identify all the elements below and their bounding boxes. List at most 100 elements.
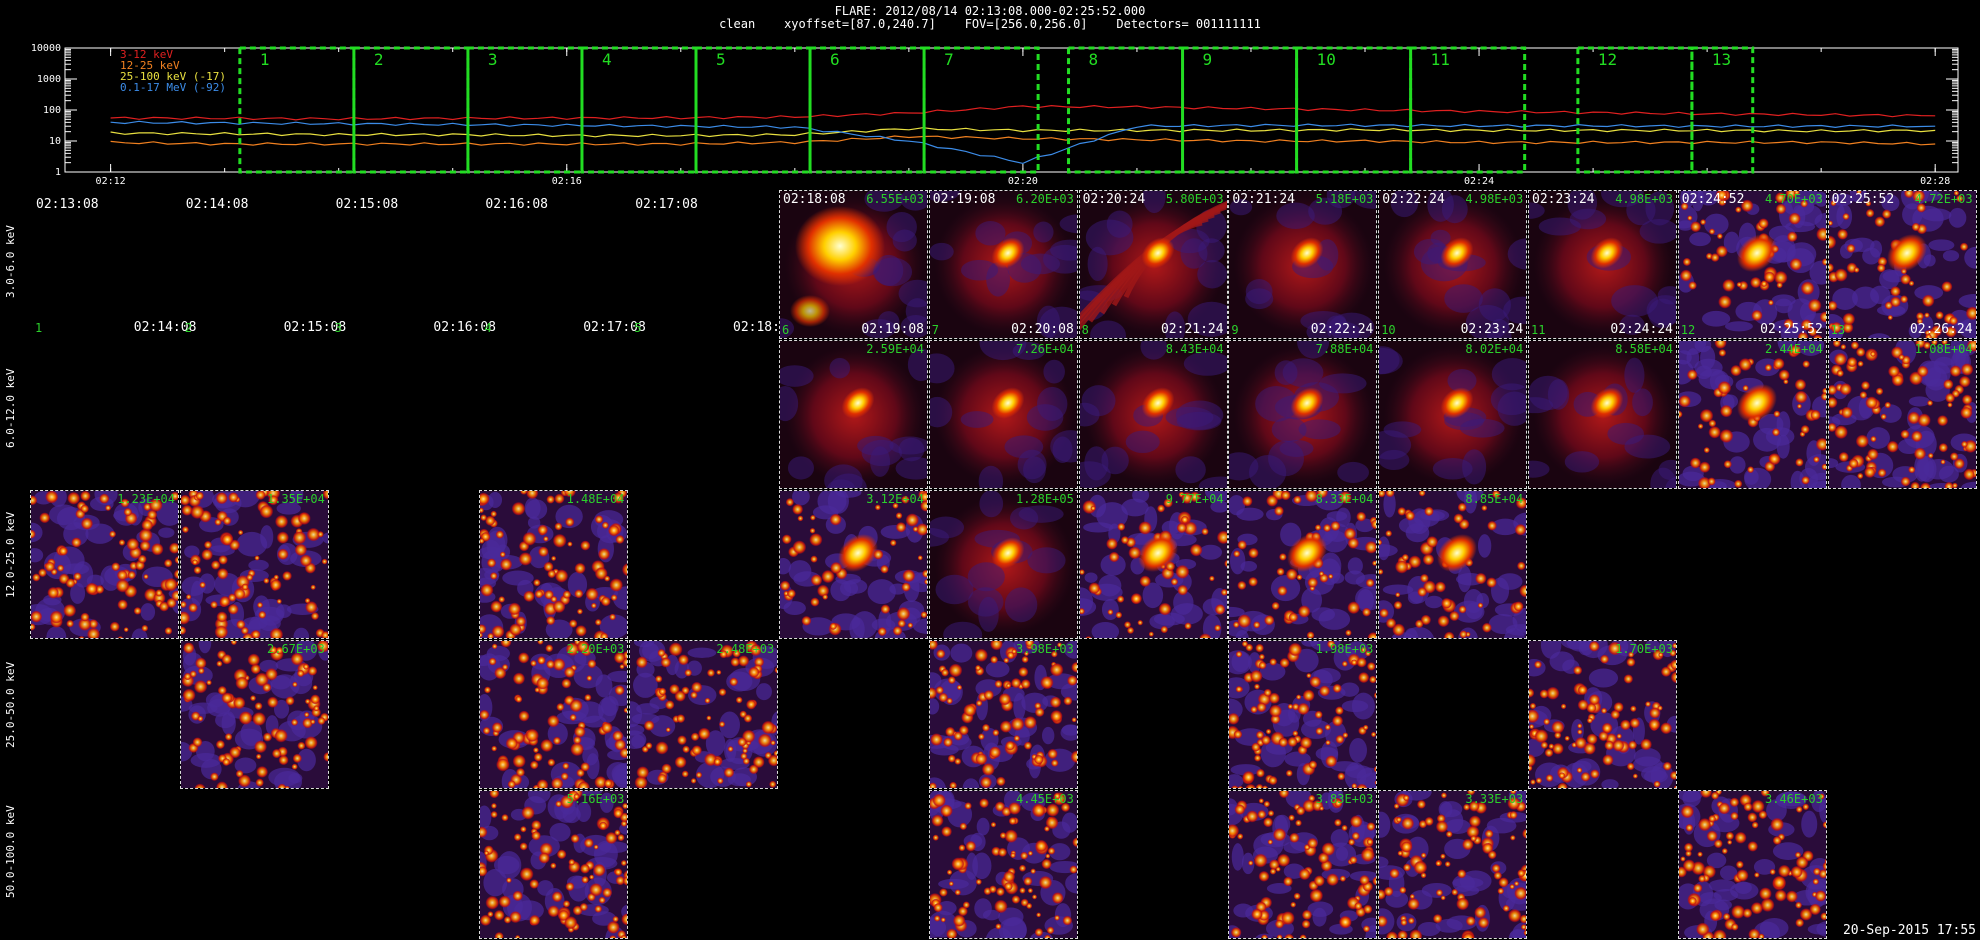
image-panel: 1.35E+04	[179, 490, 329, 639]
image-panel: 8.43E+04	[1078, 340, 1228, 489]
peak-value: 2.20E+03	[566, 642, 625, 656]
peak-value: 1.98E+03	[1315, 642, 1374, 656]
flare-image	[1828, 191, 1976, 338]
peak-value: 8.33E+04	[1315, 492, 1374, 506]
energy-band-label: 12.0-25.0 keV	[4, 511, 17, 598]
panel-interval-index: 6	[782, 323, 790, 337]
interval-label: 12	[1598, 50, 1617, 69]
peak-value: 8.85E+04	[1465, 492, 1524, 506]
peak-value: 1.28E+05	[1016, 492, 1074, 506]
peak-value: 5.80E+03	[1165, 192, 1224, 206]
plot-title: FLARE: 2012/08/14 02:13:08.000-02:25:52.…	[834, 4, 1146, 18]
flare-image	[1379, 491, 1527, 638]
image-panel: 4.98E+03 02:23:24 02:24:24 11	[1528, 190, 1677, 339]
image-panel: 9.77E+04	[1078, 490, 1228, 639]
column-start-time: 02:17:08	[635, 197, 698, 212]
interval-index: 2	[184, 321, 193, 335]
time-interval-box	[922, 46, 1040, 174]
column-start-time: 02:14:08	[185, 197, 249, 212]
peak-value: 8.58E+04	[1615, 342, 1673, 356]
column-start-time: 02:13:08	[36, 197, 99, 212]
image-panel: 4.70E+03 02:24:52 02:25:52 12	[1677, 190, 1827, 339]
peak-value: 3.12E+04	[866, 492, 924, 506]
plot-subtitle: clean xyoffset=[87.0,240.7] FOV=[256.0,2…	[719, 17, 1261, 31]
panel-interval-index: 13	[1830, 323, 1846, 337]
interval-index: 4	[484, 321, 492, 335]
time-interval-box	[466, 46, 584, 174]
panel-end-time: 02:26:24	[1909, 322, 1973, 337]
image-panel: 6.20E+03 02:19:08 02:20:08 7	[928, 190, 1078, 339]
flare-image	[1229, 341, 1377, 488]
interval-index: 3	[334, 321, 342, 335]
flare-image	[1529, 341, 1676, 488]
peak-value: 4.98E+03	[1465, 192, 1524, 206]
peak-value: 3.83E+03	[1315, 792, 1374, 806]
peak-value: 1.08E+04	[1914, 342, 1973, 356]
flare-image	[480, 641, 628, 788]
peak-value: 8.43E+04	[1165, 342, 1224, 356]
creation-timestamp: 20-Sep-2015 17:55	[1842, 923, 1976, 938]
peak-value: 2.59E+04	[866, 342, 924, 356]
panel-end-time: 02:23:24	[1460, 322, 1524, 337]
panel-end-time: 02:19:08	[861, 322, 924, 337]
image-panel: 3.12E+04	[779, 490, 928, 639]
panel-end-time: 02:21:24	[1160, 322, 1224, 337]
time-interval-box	[1409, 46, 1527, 174]
image-panel: 3.33E+03	[1378, 790, 1528, 939]
flare-image	[780, 491, 927, 638]
y-tick-label: 1000	[37, 74, 61, 85]
x-tick-label: 02:24	[1464, 176, 1494, 185]
flare-image	[1229, 491, 1377, 638]
time-interval-box	[580, 46, 698, 174]
peak-value: 6.55E+03	[866, 192, 924, 206]
flare-image	[480, 791, 628, 938]
image-panel: 2.67E+03	[179, 640, 329, 789]
peak-value: 4.98E+03	[1615, 192, 1673, 206]
image-panel: 1.98E+03	[1228, 640, 1378, 789]
peak-value: 9.77E+04	[1165, 492, 1224, 506]
flare-image	[480, 491, 628, 638]
flare-image	[780, 191, 927, 338]
image-panel: 4.72E+03 02:25:52 02:26:24 13	[1827, 190, 1977, 339]
energy-band-label: 3.0-6.0 keV	[4, 225, 17, 298]
interval-label: 13	[1712, 50, 1731, 69]
interval-label: 10	[1317, 50, 1336, 69]
peak-value: 5.18E+03	[1315, 192, 1374, 206]
panel-interval-index: 8	[1081, 323, 1089, 337]
interval-end-time: 02:17:08	[583, 320, 646, 335]
image-panel: 3.83E+03	[1228, 790, 1378, 939]
image-panel: 2.20E+03	[479, 640, 629, 789]
image-panel: 4.98E+03 02:22:24 02:23:24 10	[1378, 190, 1528, 339]
peak-value: 2.67E+03	[267, 642, 325, 656]
y-tick-label: 100	[43, 105, 61, 116]
x-tick-label: 02:12	[96, 176, 126, 185]
peak-value: 6.20E+03	[1016, 192, 1074, 206]
peak-value: 2.44E+04	[1765, 342, 1823, 356]
panel-end-time: 02:24:24	[1610, 322, 1673, 337]
flare-image	[929, 341, 1077, 488]
image-panel: 1.28E+05	[928, 490, 1078, 639]
image-panel: 1.48E+04	[479, 490, 629, 639]
panel-start-time: 02:23:24	[1532, 192, 1595, 207]
panel-end-time: 02:25:52	[1760, 322, 1823, 337]
time-interval-box	[352, 46, 470, 174]
flare-image	[929, 791, 1077, 938]
peak-value: 7.26E+04	[1016, 342, 1074, 356]
panel-end-time: 02:22:24	[1310, 322, 1374, 337]
legend-entry: 25-100 keV (-17)	[120, 70, 226, 83]
x-tick-label: 02:20	[1008, 176, 1038, 185]
series-line	[110, 127, 1936, 138]
interval-label: 9	[1203, 50, 1213, 69]
panel-start-time: 02:25:52	[1831, 192, 1895, 207]
energy-band-label: 6.0-12.0 keV	[4, 368, 17, 448]
plot-frame	[64, 47, 1959, 173]
peak-value: 1.70E+03	[1615, 642, 1673, 656]
image-panel: 7.88E+04	[1228, 340, 1378, 489]
image-panel: 2.59E+04	[779, 340, 928, 489]
flare-image	[1079, 341, 1227, 488]
peak-value: 2.48E+03	[716, 642, 775, 656]
image-panel: 8.85E+04	[1378, 490, 1528, 639]
image-panel: 8.02E+04	[1378, 340, 1528, 489]
flare-image	[929, 641, 1077, 788]
legend-entry: 0.1-17 MeV (-92)	[120, 81, 226, 94]
